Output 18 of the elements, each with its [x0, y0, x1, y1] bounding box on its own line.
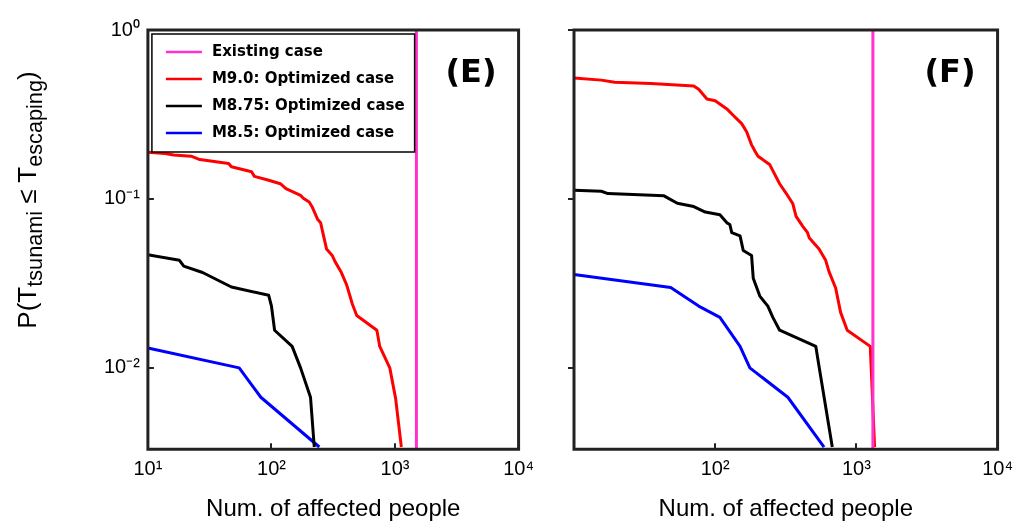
x-tick-label: 10⁴: [503, 456, 534, 479]
x-tick-label: 10⁴: [982, 456, 1013, 479]
x-axis-title: Num. of affected people: [658, 494, 913, 522]
x-tick-label: 10³: [380, 456, 410, 479]
legend-label: M9.0: Optimized case: [211, 68, 395, 87]
legend-label: M8.5: Optimized case: [211, 122, 395, 141]
annotation: (E): [445, 52, 497, 91]
legend-label: Existing case: [211, 41, 323, 60]
y-tick-label: 10⁰: [110, 17, 140, 40]
x-tick-label: 10³: [841, 456, 872, 479]
x-tick-label: 10²: [700, 456, 730, 479]
annotation: (F): [924, 52, 976, 91]
x-tick-label: 10¹: [133, 456, 163, 479]
y-tick-label: 10⁻¹: [104, 186, 141, 209]
x-tick-label: 10²: [257, 456, 287, 479]
legend-label: M8.75: Optimized case: [211, 95, 405, 114]
x-axis-title: Num. of affected people: [206, 494, 461, 522]
y-tick-label: 10⁻²: [104, 355, 141, 378]
